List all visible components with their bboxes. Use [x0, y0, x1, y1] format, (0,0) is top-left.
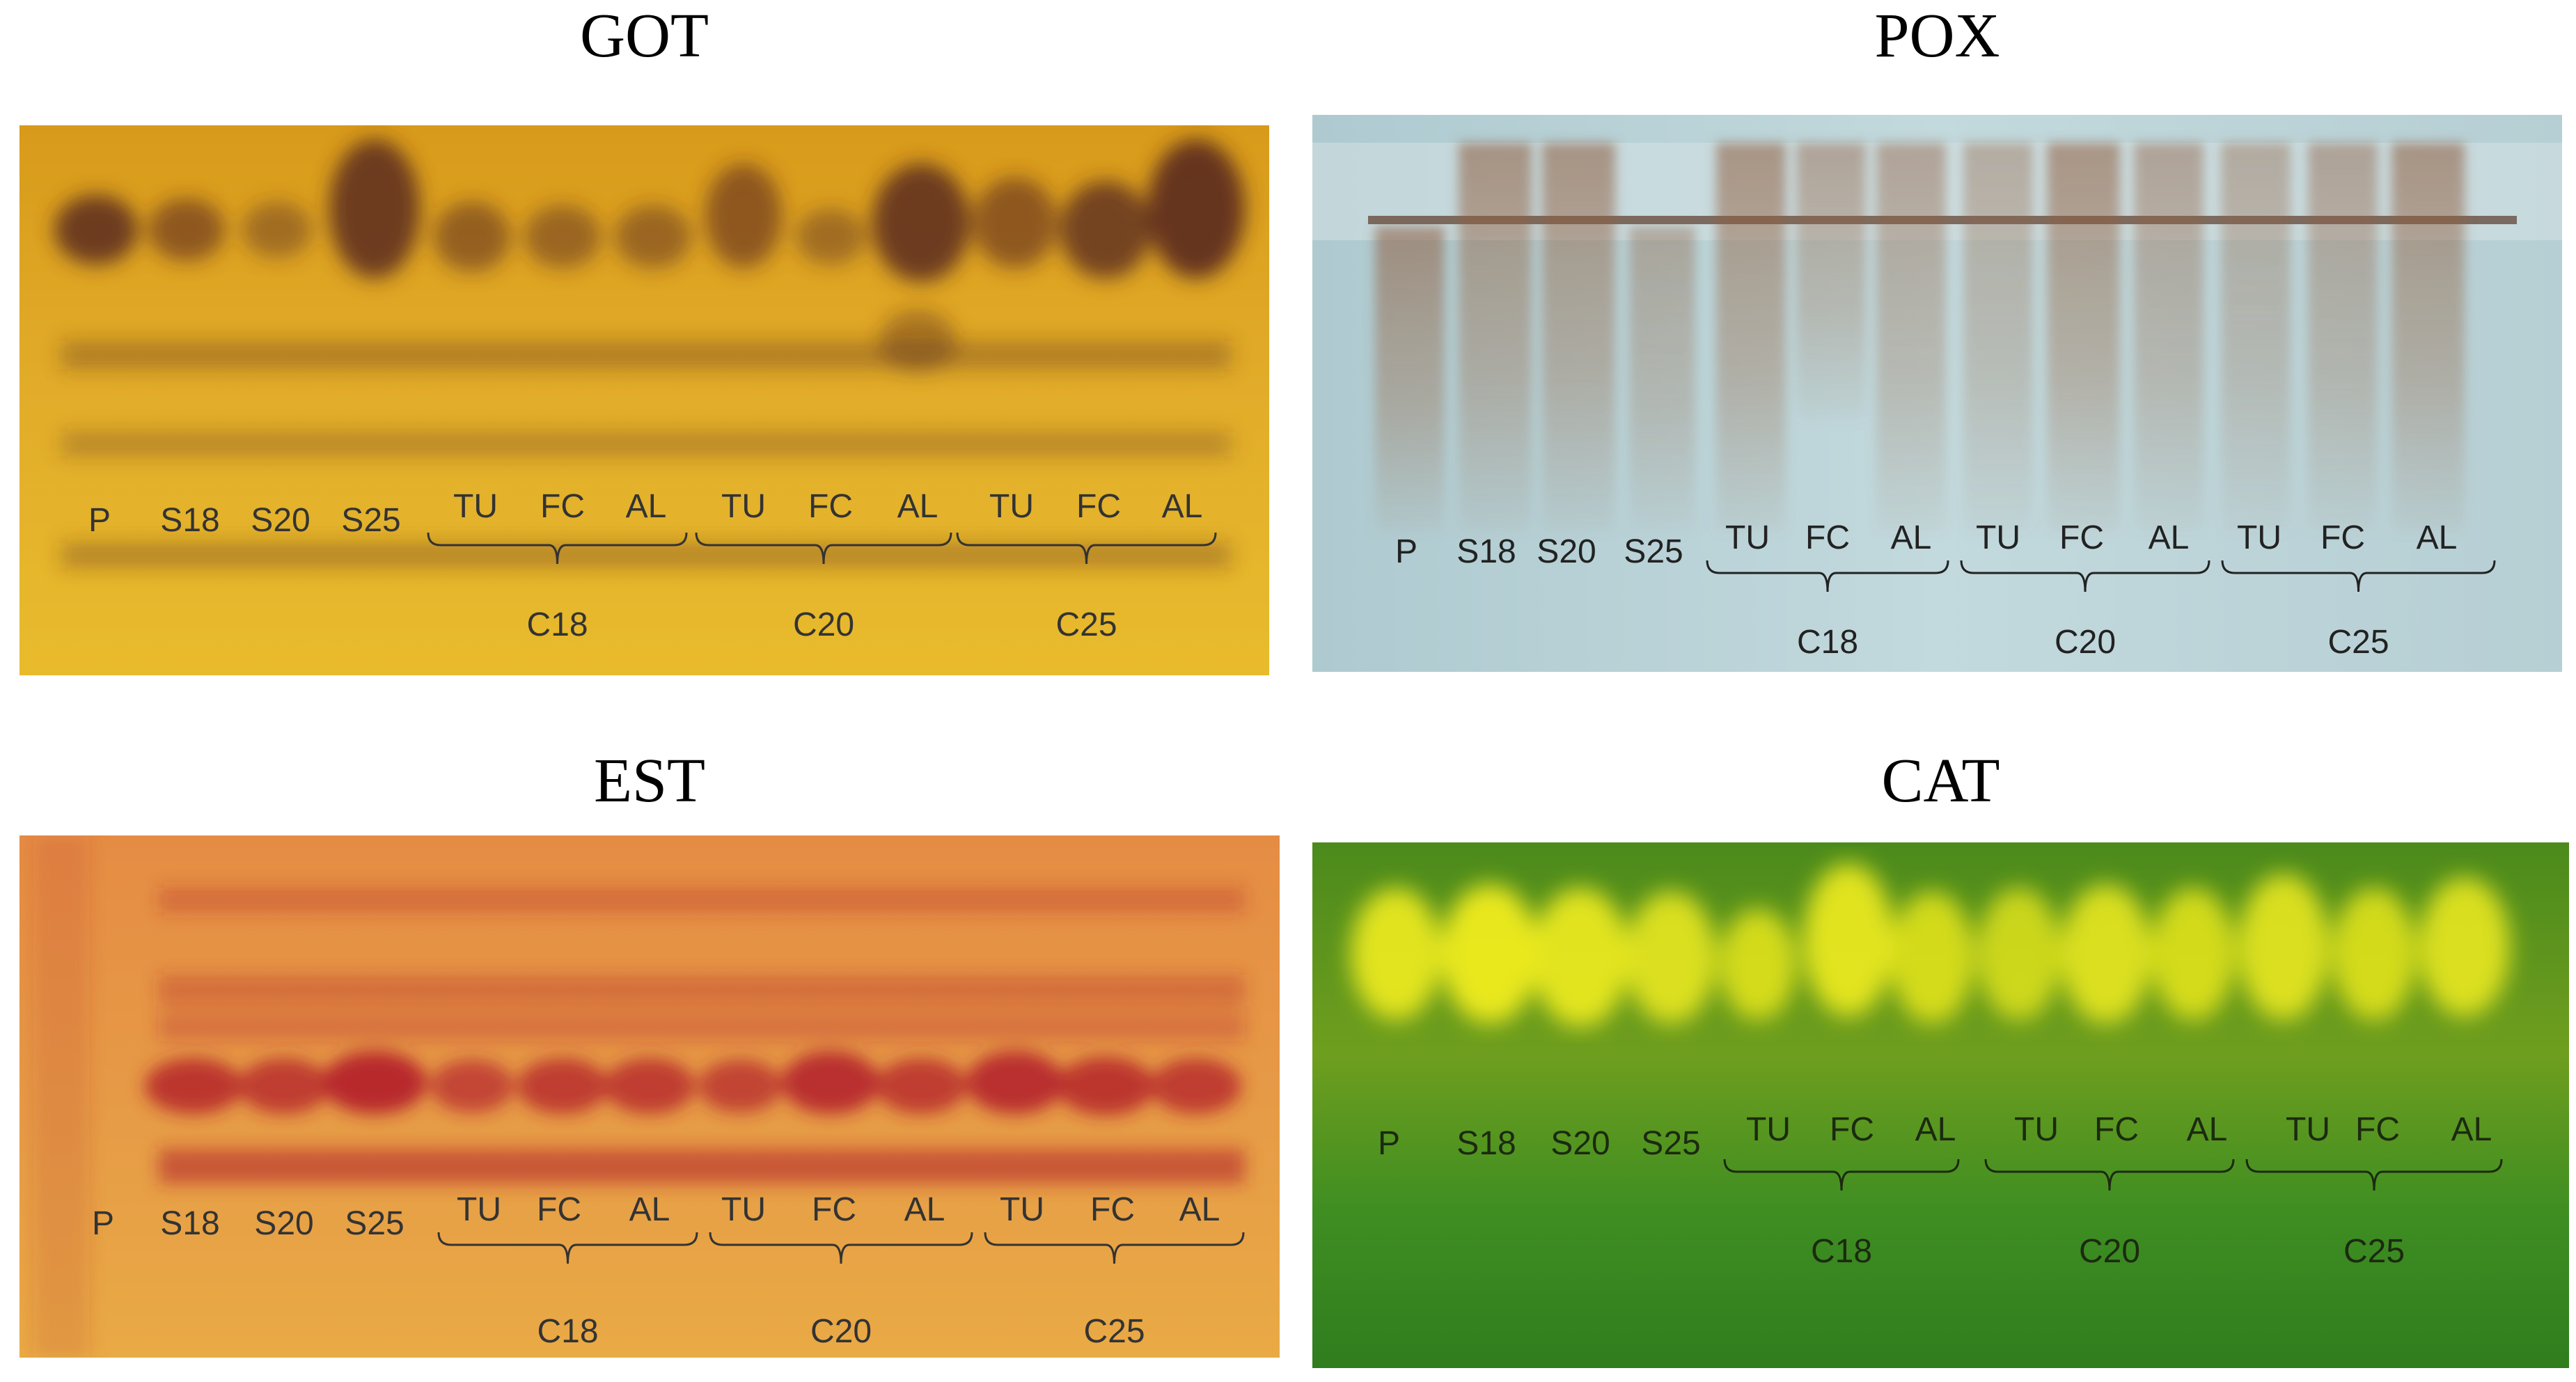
lane-label: FC [1076, 488, 1121, 525]
group-label: C18 [1810, 1233, 1873, 1270]
group-label: C18 [526, 606, 588, 643]
lane-label: AL [904, 1191, 945, 1228]
lane-label: AL [2148, 519, 2190, 556]
group-bracket [2245, 1159, 2503, 1191]
group-label: C25 [2327, 624, 2389, 661]
panel-pox: POX [1312, 1, 2562, 672]
group-label: C20 [792, 606, 855, 643]
lane-label: AL [2451, 1111, 2492, 1148]
group-label: C18 [537, 1313, 599, 1350]
lane-label: TU [2286, 1111, 2330, 1148]
gel-pox-svg [1312, 115, 2562, 672]
gel-cat-svg [1312, 842, 2569, 1368]
lane-label: TU [989, 488, 1034, 525]
lane-label: FC [2059, 519, 2104, 556]
lane-label: TU [721, 488, 766, 525]
group-bracket [956, 532, 1217, 565]
panel-title: EST [593, 746, 705, 815]
lane-label: AL [897, 488, 938, 525]
gel-image-est [19, 835, 1280, 1358]
lane-label: AL [1890, 519, 1932, 556]
panel-est: EST [19, 746, 1280, 1358]
group-bracket [427, 532, 688, 565]
lane-label: S25 [345, 1205, 405, 1242]
group-bracket [1706, 560, 1949, 592]
panel-cat: CAT [1312, 746, 2569, 1368]
lane-label: TU [1725, 519, 1770, 556]
lane-label: TU [1746, 1111, 1791, 1148]
group-bracket [1723, 1159, 1960, 1191]
lane-label: P [1395, 533, 1418, 570]
group-label: C25 [1083, 1313, 1145, 1350]
lane-label: P [1377, 1125, 1401, 1162]
group-label: C18 [1796, 624, 1859, 661]
lane-label: AL [1161, 488, 1203, 525]
group-bracket [984, 1232, 1245, 1264]
lane-label: AL [2186, 1111, 2228, 1148]
gel-image-got [19, 125, 1269, 675]
gel-image-cat [1312, 842, 2569, 1368]
lane-label: FC [1090, 1191, 1135, 1228]
gel-got-svg [19, 125, 1269, 675]
lane-label: AL [629, 1191, 670, 1228]
panel-title: CAT [1881, 746, 2000, 815]
group-label: C20 [810, 1313, 872, 1350]
lane-label: FC [537, 1191, 581, 1228]
group-bracket [2221, 560, 2496, 592]
lane-label: FC [540, 488, 585, 525]
lane-label: P [88, 502, 111, 539]
lane-label: S18 [1456, 1125, 1516, 1162]
lane-label: P [91, 1205, 115, 1242]
lane-label: TU [1000, 1191, 1044, 1228]
lane-label: S20 [251, 502, 311, 539]
lane-label: FC [1805, 519, 1850, 556]
lane-label: TU [453, 488, 498, 525]
lane-label: S25 [341, 502, 401, 539]
lane-label: TU [2014, 1111, 2059, 1148]
panel-title: GOT [580, 1, 709, 70]
lane-label: S18 [160, 502, 220, 539]
group-label: C25 [1055, 606, 1117, 643]
lane-label: FC [2320, 519, 2365, 556]
group-label: C20 [2078, 1233, 2141, 1270]
lane-label: TU [457, 1191, 501, 1228]
lane-label: FC [2094, 1111, 2139, 1148]
gel-est-svg [19, 835, 1280, 1358]
lane-label: S20 [254, 1205, 314, 1242]
lane-label: FC [808, 488, 853, 525]
lane-label: FC [1830, 1111, 1874, 1148]
lane-label: S25 [1641, 1125, 1701, 1162]
panel-title: POX [1874, 1, 2000, 70]
group-bracket [695, 532, 952, 565]
lane-label: TU [1976, 519, 2020, 556]
gel-image-pox [1312, 115, 2562, 672]
lane-label: AL [1179, 1191, 1220, 1228]
lane-label: AL [2416, 519, 2458, 556]
lane-label: FC [812, 1191, 856, 1228]
group-bracket [1984, 1159, 2235, 1191]
group-label: C20 [2054, 624, 2116, 661]
panel-got: GOT [19, 1, 1269, 675]
lane-label: S18 [160, 1205, 220, 1242]
group-bracket [709, 1232, 973, 1264]
lane-label: S20 [1550, 1125, 1610, 1162]
group-bracket [437, 1232, 698, 1264]
lane-label: S25 [1624, 533, 1683, 570]
lane-label: AL [625, 488, 667, 525]
group-bracket [1960, 560, 2210, 592]
lane-label: S20 [1537, 533, 1596, 570]
lane-label: FC [2355, 1111, 2400, 1148]
lane-label: AL [1915, 1111, 1956, 1148]
group-label: C25 [2343, 1233, 2405, 1270]
lane-label: TU [721, 1191, 766, 1228]
lane-label: TU [2237, 519, 2282, 556]
lane-label: S18 [1456, 533, 1516, 570]
